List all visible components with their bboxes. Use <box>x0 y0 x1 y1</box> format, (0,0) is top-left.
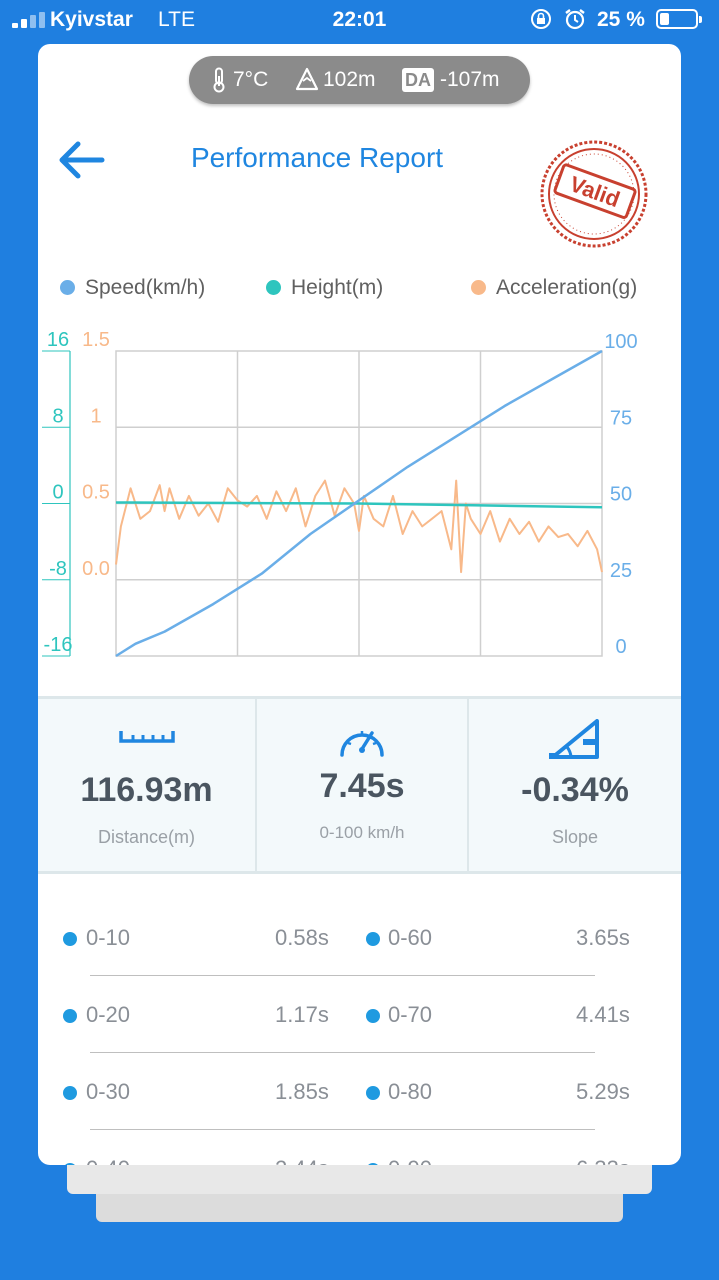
stat-value: 7.45s <box>319 767 405 805</box>
list-item: 0-20 1.17s 0-70 4.41s <box>38 977 681 1054</box>
stat-label: Distance(m) <box>97 827 195 847</box>
density-altitude-value: -107m <box>440 68 500 91</box>
height-axis-tick-label: 0 <box>52 482 63 504</box>
signal-icon <box>12 12 46 28</box>
list-item: 0-40 2.44s 0-90 6.33s <box>38 1131 681 1165</box>
height-axis-tick-label: -8 <box>49 558 67 580</box>
divider <box>255 699 257 871</box>
split-time: 2.44s <box>275 1156 329 1165</box>
legend-item-acceleration: Acceleration(g) <box>471 276 637 300</box>
acceleration-axis-tick-label: 1 <box>90 405 101 427</box>
legend-item-height: Height(m) <box>266 276 383 300</box>
bullet-icon <box>63 932 77 946</box>
legend-item-speed: Speed(km/h) <box>60 276 205 300</box>
back-arrow-icon[interactable] <box>56 139 106 181</box>
speed-axis-tick-label: 100 <box>604 331 637 353</box>
acceleration-axis-tick-label: 0.0 <box>82 558 110 580</box>
stat-zero-to-hundred: 7.45s 0-100 km/h <box>257 699 467 871</box>
speed-axis-tick-label: 25 <box>610 560 632 582</box>
split-label: 0-80 <box>388 1079 433 1104</box>
battery-icon <box>656 9 702 29</box>
bullet-icon <box>366 1009 380 1023</box>
mountain-icon <box>295 67 319 91</box>
speed-axis-tick-label: 75 <box>610 407 632 429</box>
bullet-icon <box>366 1163 380 1165</box>
thermometer-icon <box>213 67 225 93</box>
split-label: 0-40 <box>86 1156 130 1165</box>
speed-axis-tick-label: 0 <box>615 636 626 658</box>
report-card: 7°C 102m DA -107m Performance Report Val… <box>38 44 681 1165</box>
altitude-value: 102m <box>323 68 376 91</box>
split-time: 0.58s <box>275 925 329 950</box>
valid-stamp-icon: Valid <box>540 140 648 248</box>
series-line-speed <box>115 349 603 658</box>
density-altitude-badge: DA <box>402 68 434 92</box>
split-label: 0-30 <box>86 1079 131 1104</box>
conditions-pill: 7°C 102m DA -107m <box>189 56 530 104</box>
height-axis-tick-label: -16 <box>44 634 73 656</box>
ruler-icon <box>118 731 175 743</box>
stat-label: Slope <box>551 827 599 847</box>
legend-label-height: Height(m) <box>291 276 384 299</box>
network-type: LTE <box>158 8 195 31</box>
bullet-icon <box>63 1009 77 1023</box>
alarm-icon <box>565 9 585 30</box>
battery-percent: 25 % <box>597 8 645 31</box>
chart-legend: Speed(km/h) Height(m) Acceleration(g) <box>38 276 681 306</box>
split-label: 0-90 <box>388 1156 432 1165</box>
divider <box>467 699 469 871</box>
split-label: 0-60 <box>388 925 433 950</box>
temperature-value: 7°C <box>233 68 269 91</box>
legend-label-speed: Speed(km/h) <box>85 276 206 299</box>
legend-dot-height <box>266 280 281 295</box>
stat-value: 116.93m <box>80 771 213 809</box>
stat-slope: -0.34% Slope <box>469 699 681 871</box>
split-label: 0-20 <box>86 1002 131 1027</box>
bullet-icon <box>63 1163 77 1165</box>
split-time: 4.41s <box>576 1002 630 1027</box>
list-item: 0-10 0.58s 0-60 3.65s <box>38 900 681 977</box>
height-axis-tick-label: 8 <box>52 405 63 427</box>
split-time: 1.17s <box>275 1002 329 1027</box>
stats-panel: 116.93m Distance(m) 7.45s 0-100 km/h -0.… <box>38 696 681 874</box>
bullet-icon <box>63 1086 77 1100</box>
row-divider <box>90 1052 595 1053</box>
bullet-icon <box>366 932 380 946</box>
stat-value: -0.34% <box>521 771 629 809</box>
status-bar: Kyivstar LTE 22:01 25 % <box>0 0 719 40</box>
acceleration-axis-tick-label: 0.5 <box>82 482 110 504</box>
stat-distance: 116.93m Distance(m) <box>38 699 255 871</box>
split-label: 0-10 <box>86 925 131 950</box>
split-label: 0-70 <box>388 1002 433 1027</box>
rotation-lock-icon <box>531 9 551 29</box>
series-line-height <box>115 501 603 509</box>
stat-label: 0-100 km/h <box>319 823 405 842</box>
slope-icon <box>549 719 599 759</box>
list-item: 0-30 1.85s 0-80 5.29s <box>38 1054 681 1131</box>
legend-dot-acceleration <box>471 280 486 295</box>
speedometer-icon <box>340 731 384 757</box>
split-time: 6.33s <box>576 1156 630 1165</box>
row-divider <box>90 1129 595 1130</box>
split-time: 1.85s <box>275 1079 329 1104</box>
height-axis-tick-label: 16 <box>47 329 69 351</box>
bullet-icon <box>366 1086 380 1100</box>
split-time: 3.65s <box>576 925 630 950</box>
carrier-name: Kyivstar <box>50 8 133 31</box>
legend-dot-speed <box>60 280 75 295</box>
page-title: Performance Report <box>190 142 444 173</box>
acceleration-axis-tick-label: 1.5 <box>82 329 110 351</box>
speed-axis-tick-label: 50 <box>610 484 632 506</box>
legend-label-acceleration: Acceleration(g) <box>496 276 638 299</box>
series-line-acceleration <box>115 479 603 574</box>
split-time: 5.29s <box>576 1079 630 1104</box>
row-divider <box>90 975 595 976</box>
performance-chart: 16 8 0 -8 -16 1.5 1 0.5 0.0 100 75 50 25 0 <box>42 329 638 658</box>
clock: 22:01 <box>332 8 387 31</box>
